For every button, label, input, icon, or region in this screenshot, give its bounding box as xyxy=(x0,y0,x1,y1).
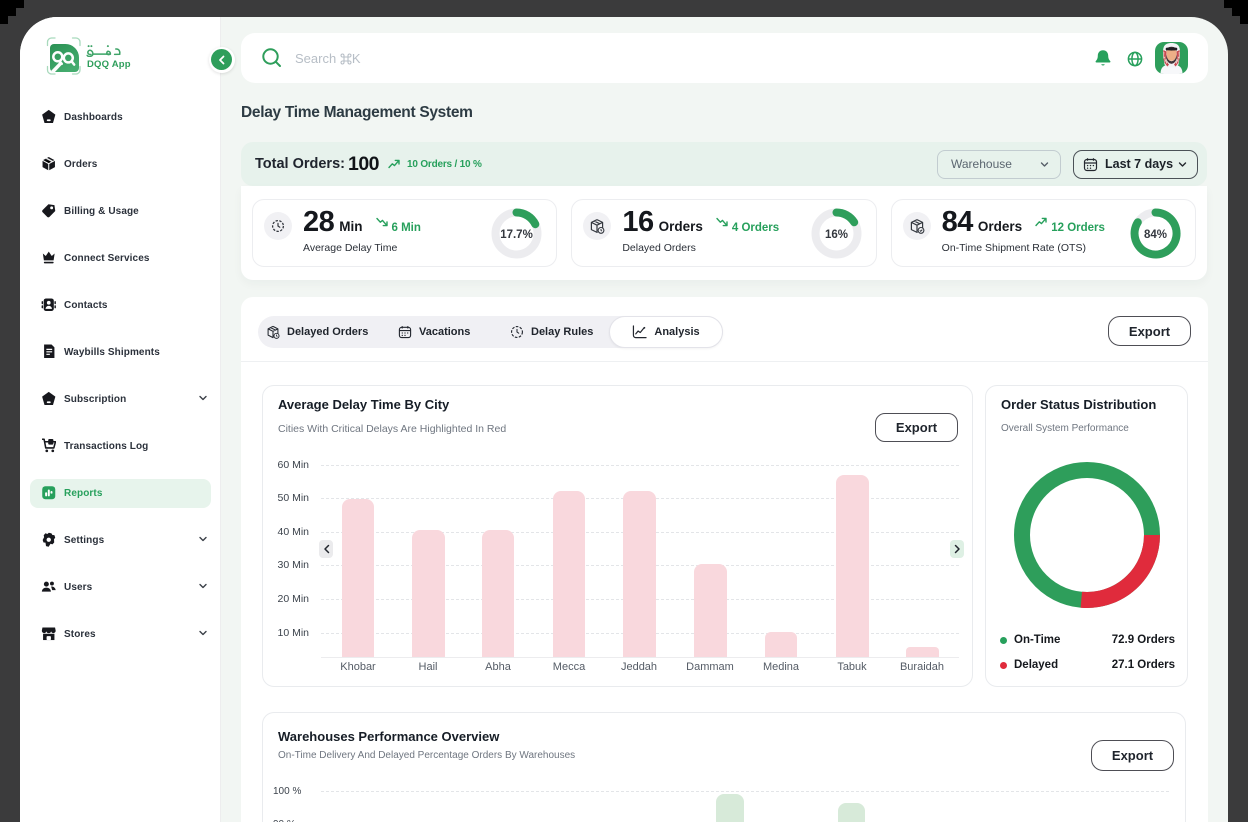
svg-text:16%: 16% xyxy=(825,229,848,241)
svg-text:17.7%: 17.7% xyxy=(501,229,534,241)
svg-text:84%: 84% xyxy=(1144,229,1167,241)
